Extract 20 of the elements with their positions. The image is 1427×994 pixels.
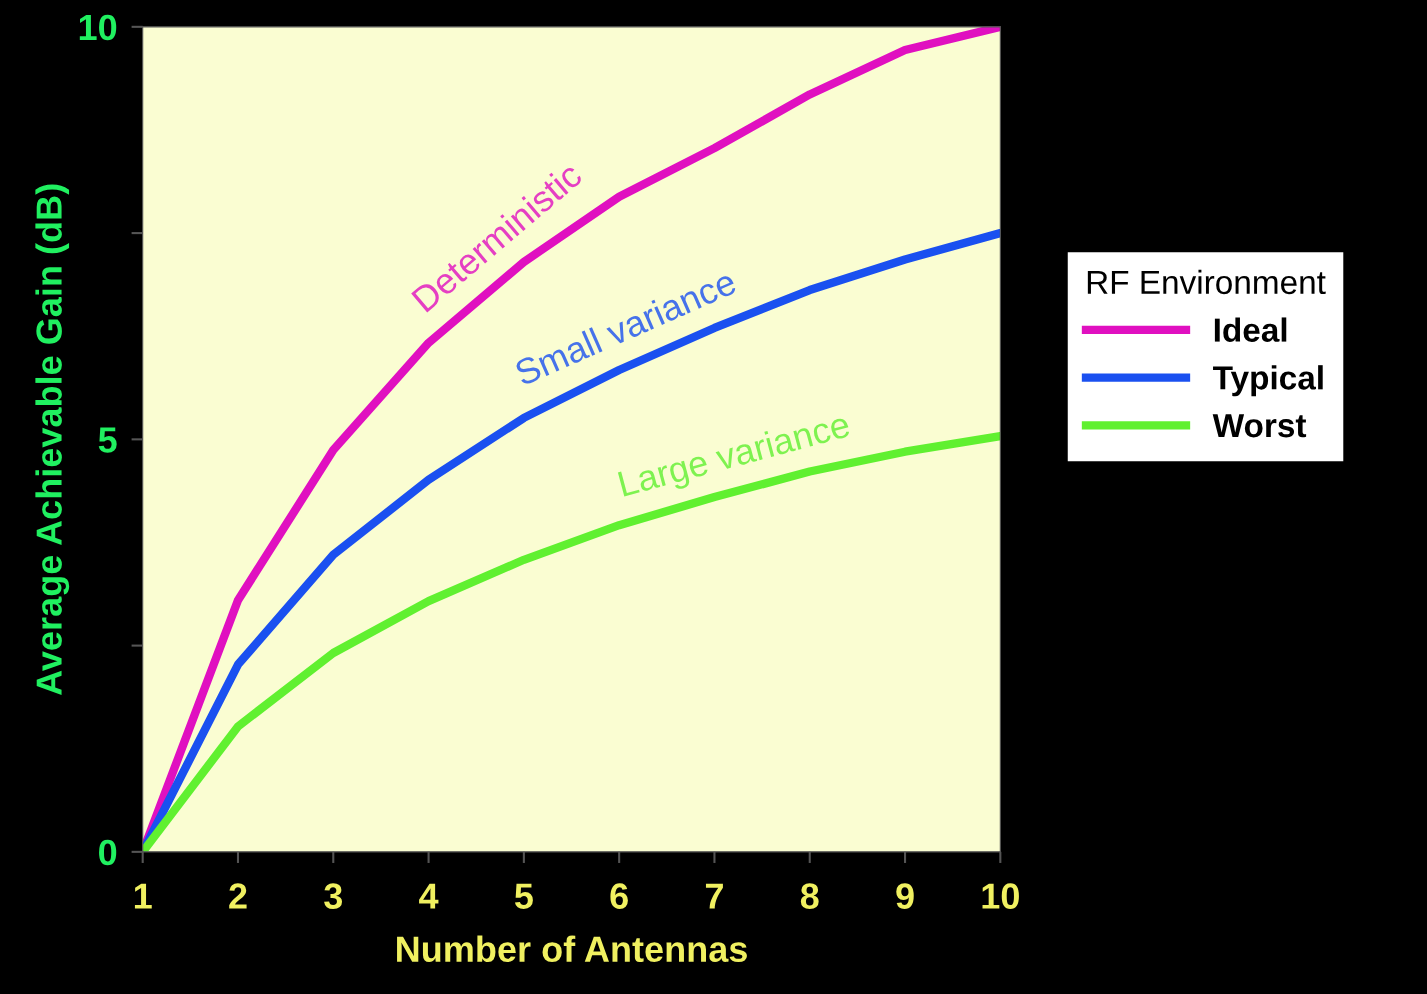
y-axis-title: Average Achievable Gain (dB) bbox=[35, 184, 70, 695]
legend-label: Worst bbox=[1212, 414, 1307, 438]
x-tick-label: 9 bbox=[896, 883, 914, 909]
x-tick-label: 6 bbox=[610, 883, 628, 909]
x-tick-label: 5 bbox=[514, 883, 533, 909]
x-tick-label: 7 bbox=[705, 883, 723, 909]
y-tick-label: 5 bbox=[98, 427, 117, 453]
x-tick-label: 3 bbox=[324, 883, 343, 909]
x-tick-label: 8 bbox=[800, 883, 819, 909]
x-tick-label: 2 bbox=[229, 883, 247, 909]
legend-label: Ideal bbox=[1214, 317, 1287, 342]
x-axis-title: Number of Antennas bbox=[397, 935, 747, 963]
annotation: Large variance bbox=[617, 410, 853, 504]
legend-title: RF Environment bbox=[1087, 269, 1326, 295]
x-tick-label: 10 bbox=[982, 883, 1019, 909]
legend-label: Typical bbox=[1213, 365, 1323, 397]
y-tick-label: 10 bbox=[79, 14, 117, 41]
y-tick-label: 0 bbox=[99, 839, 117, 866]
x-tick-label: 4 bbox=[419, 883, 439, 909]
x-tick-label: 1 bbox=[134, 883, 152, 909]
